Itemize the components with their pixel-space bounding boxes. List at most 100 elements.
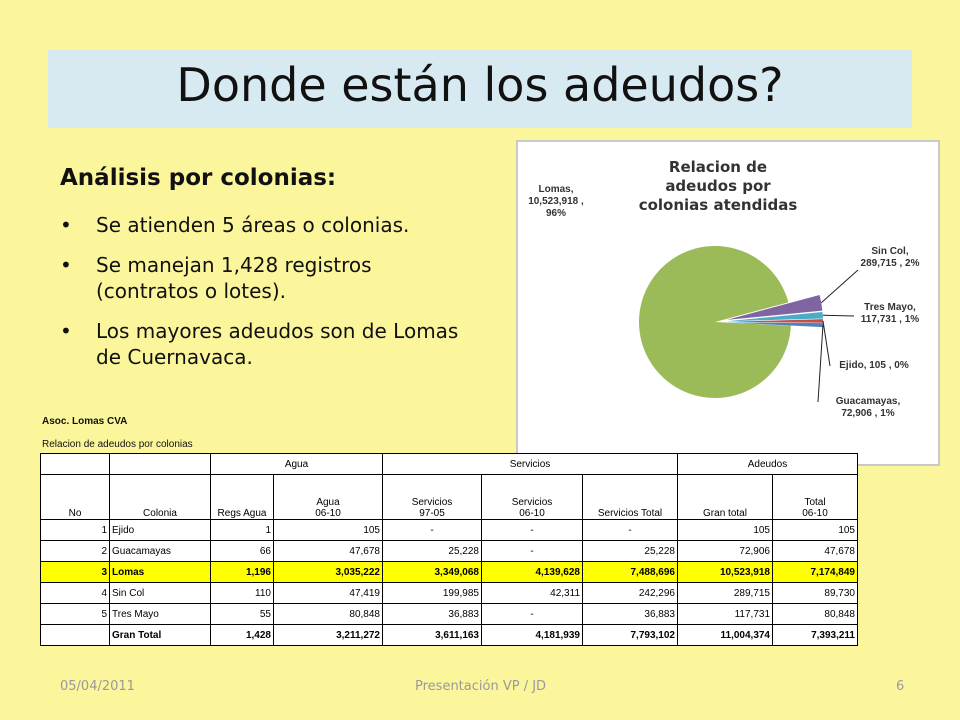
table-cell: 199,985 <box>382 582 482 604</box>
table-cell: 47,678 <box>772 540 858 562</box>
bullet-icon: • <box>60 213 72 237</box>
table-cell: 3,035,222 <box>273 561 383 583</box>
table-cell: 55 <box>210 603 274 625</box>
table-cell: 47,678 <box>273 540 383 562</box>
total-cell: 1,428 <box>210 624 274 646</box>
data-label-tres-mayo: Tres Mayo, 117,731 , 1% <box>861 302 919 325</box>
pie-slice-lomas <box>639 245 791 398</box>
group-header-agua: Agua <box>210 453 383 475</box>
total-label: Gran Total <box>109 624 211 646</box>
table-row: 4 Sin Col 110 47,419 199,985 42,311 242,296 289… <box>40 582 858 604</box>
table-cell: 2 <box>40 540 110 562</box>
sheet-title: Asoc. Lomas CVA <box>42 416 128 427</box>
total-cell: 3,611,163 <box>382 624 482 646</box>
table-cell: 36,883 <box>582 603 678 625</box>
table-cell: 7,174,849 <box>772 561 858 583</box>
column-header: No <box>40 474 110 520</box>
table-cell: Lomas <box>109 561 211 583</box>
table-cell: 80,848 <box>273 603 383 625</box>
bullet-list: • Se atienden 5 áreas o colonias. • Se man… <box>58 212 478 384</box>
table-cell: 89,730 <box>772 582 858 604</box>
column-header: Total 06-10 <box>772 474 858 520</box>
table-cell: 4,139,628 <box>481 561 583 583</box>
footer-page-number: 6 <box>896 679 905 694</box>
table-cell: - <box>382 519 482 541</box>
table-cell: 1,196 <box>210 561 274 583</box>
table-cell: - <box>481 519 583 541</box>
column-header: Servicios Total <box>582 474 678 520</box>
table-row: 1 Ejido 1 105- - -105 105 <box>40 519 858 541</box>
table-cell: 289,715 <box>677 582 773 604</box>
total-cell: 11,004,374 <box>677 624 773 646</box>
total-cell: 4,181,939 <box>481 624 583 646</box>
column-header: Gran total <box>677 474 773 520</box>
table-cell: 80,848 <box>772 603 858 625</box>
table-cell: 105 <box>273 519 383 541</box>
table-row: 2 Guacamayas 66 47,678 25,228-25,228 72,906 47… <box>40 540 858 562</box>
table-cell: Guacamayas <box>109 540 211 562</box>
table-cell: - <box>481 540 583 562</box>
table-cell: 25,228 <box>582 540 678 562</box>
table-cell: 66 <box>210 540 274 562</box>
table-cell: 110 <box>210 582 274 604</box>
table-cell: 105 <box>677 519 773 541</box>
table-row: 5 Tres Mayo 55 80,848 36,883-36,883 117,731 80… <box>40 603 858 625</box>
table-cell: 42,311 <box>481 582 583 604</box>
pie-slice-ejido <box>726 319 823 323</box>
table-cell: 105 <box>772 519 858 541</box>
table-cell: 7,488,696 <box>582 561 678 583</box>
data-label-guacamayas: Guacamayas, 72,906 , 1% <box>836 396 901 419</box>
leader-line <box>822 314 855 317</box>
pie-chart-svg: Lomas, 10,523,918 , 96% Sin Col, 289,715 , 2… <box>528 184 920 419</box>
debt-table: Agua Servicios Adeudos No Colonia Regs Agu… <box>40 453 858 646</box>
footer-date: 05/04/2011 <box>60 679 135 694</box>
column-header-row: No Colonia Regs Agua Agua 06-10 Servicios 97-0… <box>40 474 858 520</box>
table-cell: 72,906 <box>677 540 773 562</box>
total-cell: 7,793,102 <box>582 624 678 646</box>
leader-line <box>817 325 824 403</box>
footer-center: Presentación VP / JD <box>415 679 547 694</box>
bullet-icon: • <box>60 253 72 277</box>
pie-chart: Relacion de adeudos por colonias atendid… <box>516 140 940 466</box>
title-bar: Donde están los adeudos? <box>48 50 912 128</box>
table-body: 1 Ejido 1 105- - -105 105 2 Guacamayas 66 47,678 25… <box>40 519 858 646</box>
data-label-ejido: Ejido, 105 , 0% <box>839 360 909 371</box>
table-cell: 36,883 <box>382 603 482 625</box>
table-cell: - <box>481 603 583 625</box>
column-header: Agua 06-10 <box>273 474 383 520</box>
data-label-lomas: Lomas, 10,523,918 , 96% <box>528 184 584 219</box>
pie-slice-tres-mayo <box>726 312 823 322</box>
data-label-sin-col: Sin Col, 289,715 , 2% <box>861 246 920 269</box>
group-header-servicios: Servicios <box>382 453 678 475</box>
column-header: Servicios 06-10 <box>481 474 583 520</box>
column-header: Regs Agua <box>210 474 274 520</box>
table-cell: 10,523,918 <box>677 561 773 583</box>
bullet-icon: • <box>60 319 72 343</box>
table-cell: 3,349,068 <box>382 561 482 583</box>
slide-subtitle: Análisis por colonias: <box>60 165 337 191</box>
total-row: Gran Total 1,428 3,211,272 3,611,163 4,181,9… <box>40 624 858 646</box>
table-cell: 47,419 <box>273 582 383 604</box>
bullet-item: • Se manejan 1,428 registros (contratos o… <box>60 253 372 303</box>
total-cell: 3,211,272 <box>273 624 383 646</box>
sheet-subtitle: Relacion de adeudos por colonias <box>42 439 193 450</box>
table-cell: 242,296 <box>582 582 678 604</box>
table-cell: 4 <box>40 582 110 604</box>
group-header-adeudos: Adeudos <box>677 453 858 475</box>
table-cell: 3 <box>40 561 110 583</box>
column-header: Servicios 97-05 <box>382 474 482 520</box>
table-cell: 25,228 <box>382 540 482 562</box>
chart-title: Relacion de adeudos por colonias atendid… <box>638 158 798 214</box>
bullet-item: • Se atienden 5 áreas o colonias. <box>60 213 410 237</box>
bullet-item: • Los mayores adeudos son de Lomas de Cue… <box>60 319 459 369</box>
table-cell: 1 <box>40 519 110 541</box>
leader-line <box>820 269 859 304</box>
table-cell: 5 <box>40 603 110 625</box>
table-cell: 117,731 <box>677 603 773 625</box>
table-cell: 1 <box>210 519 274 541</box>
pie-slice-sin-col <box>726 295 823 320</box>
total-cell: 7,393,211 <box>772 624 858 646</box>
table-cell: Tres Mayo <box>109 603 211 625</box>
column-header: Colonia <box>109 474 211 520</box>
group-header-row: Agua Servicios Adeudos <box>40 453 858 475</box>
